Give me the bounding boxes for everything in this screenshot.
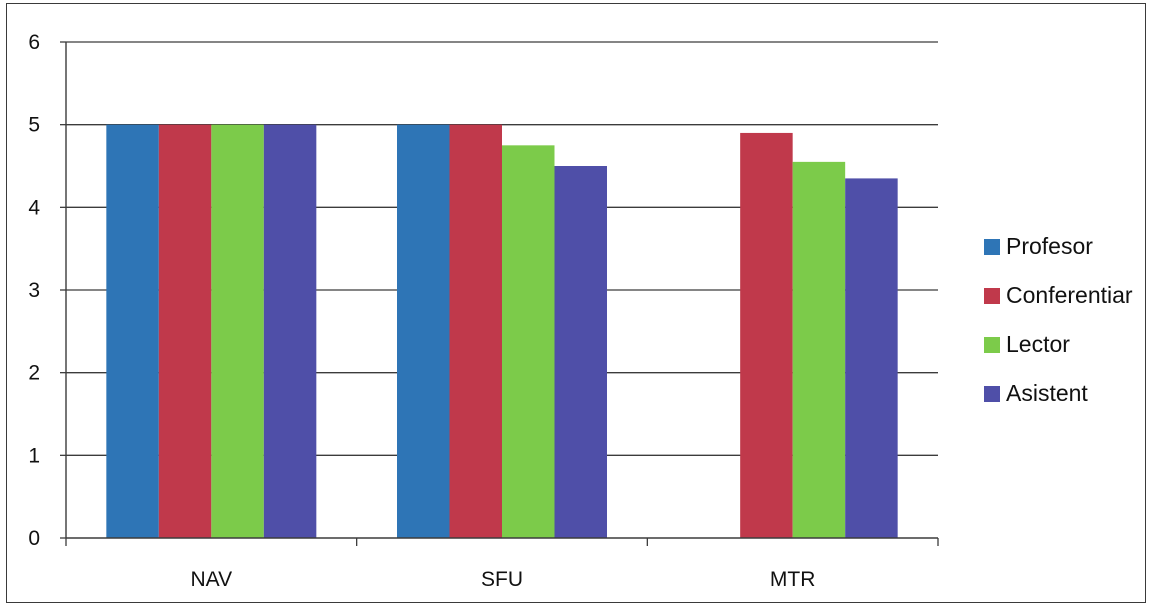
legend-swatch-asistent (984, 386, 1000, 402)
y-tick-label: 3 (28, 279, 40, 302)
x-category-label: MTR (770, 568, 816, 591)
y-tick-label: 6 (28, 31, 40, 54)
x-category-label: SFU (481, 568, 523, 591)
bar-conferentiar-mtr (740, 132, 793, 538)
bar-asistent-mtr (845, 178, 898, 538)
legend-label-lector: Lector (1006, 331, 1070, 357)
legend: Profesor Conferentiar Lector Asistent (984, 233, 1133, 406)
y-tick-label: 2 (28, 362, 40, 385)
bar-lector-nav (211, 124, 264, 539)
bar-asistent-nav (263, 124, 317, 539)
legend-swatch-conferentiar (984, 288, 1000, 304)
y-tick-label: 4 (28, 196, 40, 219)
bar-conferentiar-sfu (449, 124, 502, 539)
y-tick-label: 0 (28, 527, 40, 550)
bar-lector-sfu (502, 145, 555, 539)
legend-swatch-lector (984, 337, 1000, 353)
legend-label-profesor: Profesor (1006, 233, 1093, 259)
bar-lector-mtr (792, 161, 846, 538)
legend-swatch-profesor (984, 239, 1000, 255)
bar-conferentiar-nav (158, 124, 212, 539)
legend-label-conferentiar: Conferentiar (1006, 282, 1133, 308)
axes: 0 1 2 3 4 5 6 NAV SFU MTR (28, 31, 939, 591)
bar-profesor-nav (106, 124, 159, 539)
bar-profesor-sfu (397, 124, 450, 539)
bar-asistent-sfu (554, 166, 607, 538)
legend-label-asistent: Asistent (1006, 380, 1088, 406)
y-tick-label: 5 (28, 114, 40, 137)
x-category-label: NAV (191, 568, 233, 591)
bars (106, 124, 898, 539)
y-tick-label: 1 (28, 444, 40, 467)
